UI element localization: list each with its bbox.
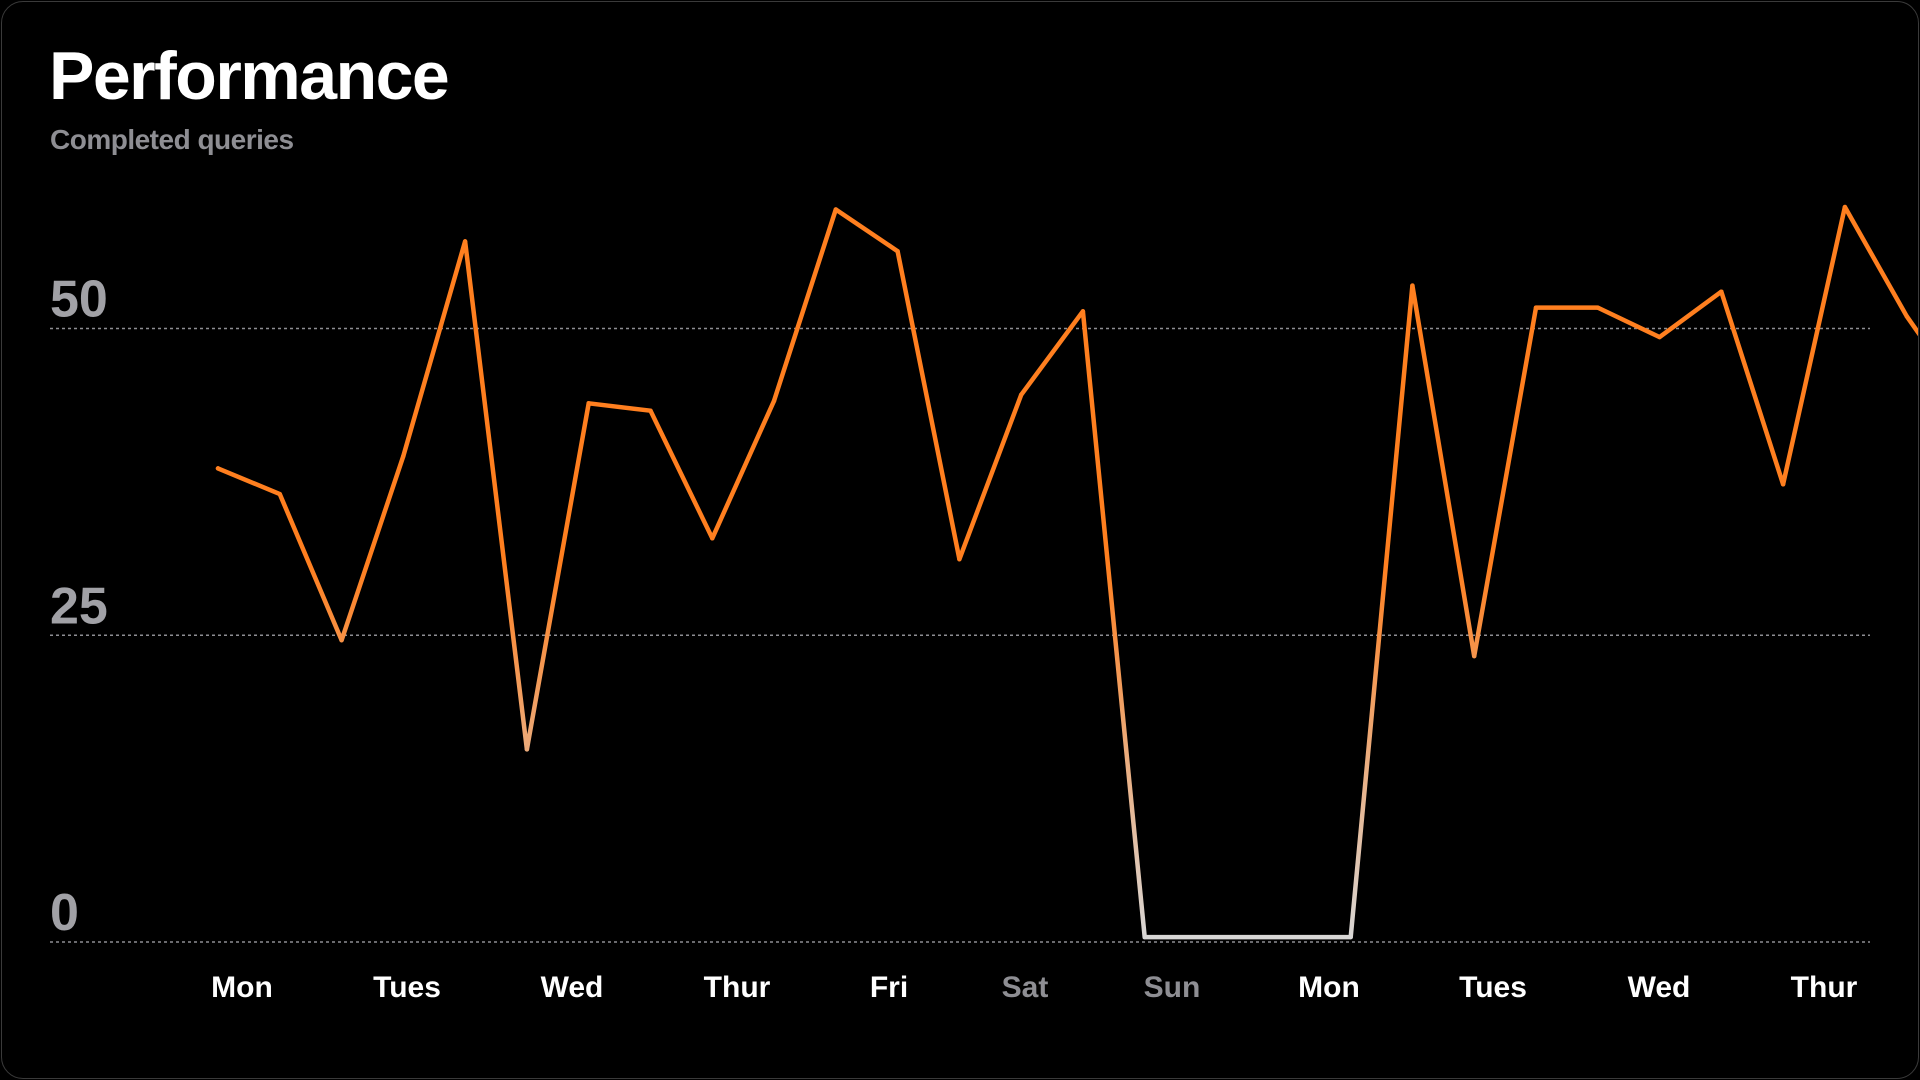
x-tick-label: Sun	[1144, 971, 1201, 1004]
data-point	[1780, 482, 1786, 487]
data-point	[1348, 934, 1353, 940]
x-tick-label: Thur	[1791, 971, 1858, 1004]
x-tick-label: Tues	[373, 971, 441, 1004]
y-tick-label: 0	[50, 884, 79, 942]
data-point	[1657, 334, 1662, 340]
x-tick-label: Mon	[1298, 971, 1360, 1004]
data-point	[648, 408, 653, 413]
data-point	[833, 207, 839, 212]
x-tick-label: Wed	[1628, 971, 1691, 1004]
data-point	[462, 239, 468, 244]
x-tick-label: Wed	[541, 971, 604, 1004]
y-tick-label: 50	[50, 271, 108, 329]
x-tick-label: Sat	[1002, 971, 1049, 1004]
x-tick-label: Fri	[870, 971, 908, 1004]
series-layer	[215, 204, 1918, 940]
data-point	[1472, 653, 1477, 659]
x-tick-label: Tues	[1459, 971, 1527, 1004]
data-point	[1719, 289, 1724, 294]
data-point	[1595, 305, 1600, 310]
data-point	[586, 401, 591, 406]
chart-subtitle: Completed queries	[50, 124, 294, 155]
data-point	[771, 398, 777, 404]
data-point	[1410, 283, 1415, 288]
data-point	[710, 536, 715, 541]
data-point	[215, 466, 221, 471]
data-point	[1080, 309, 1086, 314]
data-point	[1842, 204, 1848, 210]
data-point	[339, 637, 344, 643]
data-point	[895, 248, 900, 254]
data-point	[957, 556, 962, 562]
data-point	[277, 491, 282, 497]
data-point	[401, 453, 406, 459]
series-line	[215, 204, 1918, 940]
y-axis-tick-labels: 0 25 50	[50, 271, 108, 943]
y-tick-label: 25	[50, 577, 108, 635]
data-point	[1533, 305, 1539, 310]
data-point	[524, 747, 530, 752]
gridlines	[50, 327, 1870, 943]
x-tick-label: Mon	[211, 971, 273, 1004]
data-point	[1142, 934, 1147, 940]
data-point	[1904, 314, 1909, 319]
chart-title: Performance	[49, 38, 450, 114]
data-point	[1018, 392, 1024, 397]
x-tick-label: Thur	[704, 971, 771, 1004]
x-axis-tick-labels: Mon Tues Wed Thur Fri Sat Sun Mon Tues Wed Thur	[211, 971, 1857, 1004]
